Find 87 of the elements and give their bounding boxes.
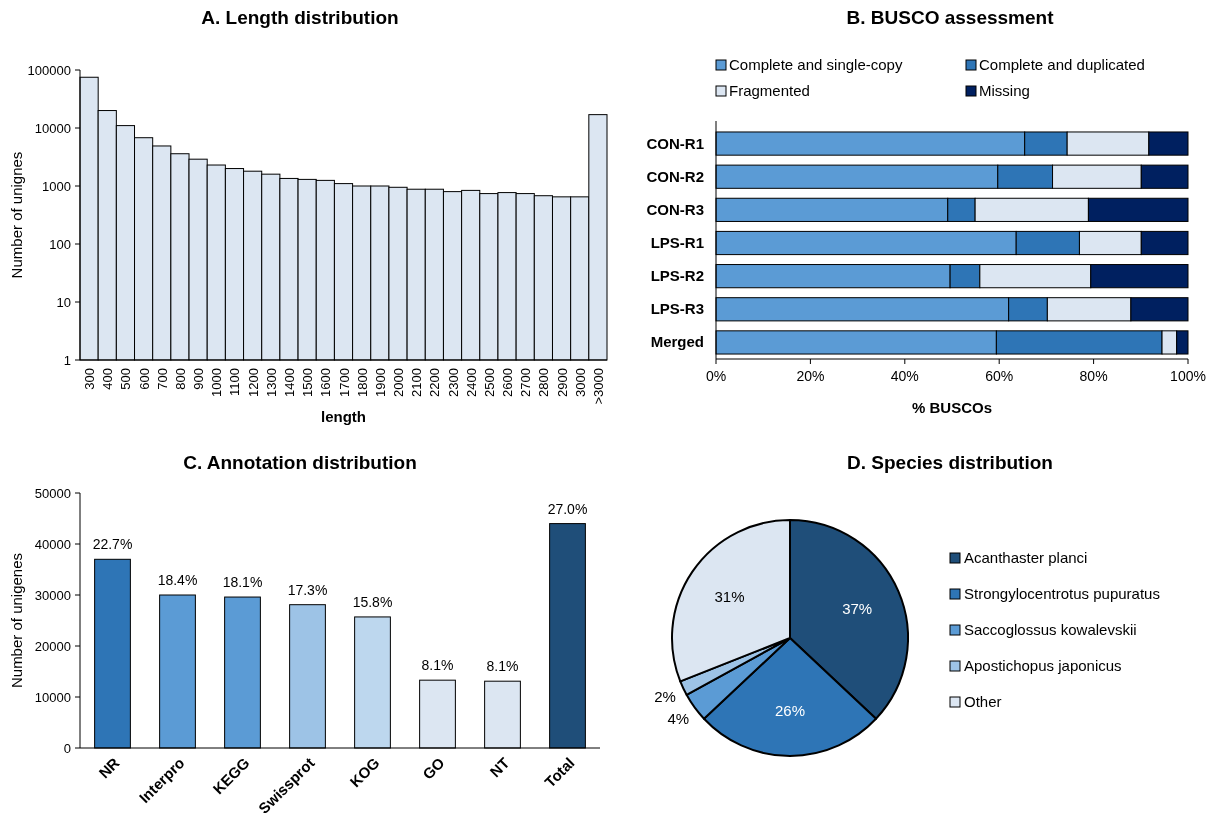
data-label: 37% [842, 599, 873, 617]
y-tick-label: Merged [650, 333, 704, 351]
y-tick-label: 10 [56, 295, 71, 310]
annotation: 15.8% [352, 593, 393, 610]
x-tick-label: 1800 [354, 368, 370, 397]
x-tick-label: 1700 [336, 368, 352, 397]
x-tick-label: 1200 [245, 368, 261, 397]
x-tick-label: 2700 [518, 368, 534, 397]
x-tick-label: 400 [100, 368, 116, 390]
x-tick-label: NT [486, 754, 513, 781]
chart-title: C. Annotation distribution [183, 452, 417, 473]
x-tick-label: 500 [118, 368, 134, 390]
x-tick-label: 20% [796, 368, 825, 384]
x-tick-label: 40% [890, 368, 919, 384]
data-label: 31% [714, 587, 745, 605]
x-tick-label: 1500 [300, 368, 316, 397]
annotation: 18.4% [157, 572, 198, 588]
annotation: 18.1% [222, 574, 263, 591]
x-tick-label: 300 [82, 368, 98, 390]
x-tick-label: 1600 [318, 368, 334, 397]
x-tick-label: 60% [985, 368, 1014, 384]
legend-label: Acanthaster planci [964, 549, 1088, 566]
y-tick-label: 0 [63, 741, 71, 756]
x-tick-label: 1000 [209, 368, 225, 397]
legend-label: Other [964, 693, 1002, 710]
y-tick-label: CON-R2 [646, 167, 704, 185]
x-tick-label: 100% [1170, 368, 1206, 384]
data-label: 2% [654, 687, 676, 705]
x-axis-title: % BUSCOs [911, 399, 993, 416]
x-tick-label: 900 [191, 368, 207, 390]
y-tick-label: LPS-R2 [650, 267, 704, 285]
x-tick-label: 2200 [427, 368, 443, 397]
y-tick-label: 40000 [34, 537, 71, 552]
legend-label: Fragmented [729, 82, 810, 99]
x-tick-label: 2100 [409, 368, 425, 397]
x-tick-label: 2500 [481, 368, 497, 397]
x-tick-label: 2900 [554, 368, 570, 397]
x-tick-label: 2600 [500, 368, 516, 397]
x-tick-label: 3000 [572, 368, 588, 397]
y-axis-title: Number of unigenes [8, 552, 25, 689]
x-tick-label: 2000 [391, 368, 407, 397]
annotation: 22.7% [92, 536, 133, 553]
annotation: 8.1% [486, 658, 519, 675]
x-axis-title: length [321, 408, 366, 425]
x-tick-label: 2400 [463, 368, 479, 397]
x-tick-label: 800 [172, 368, 188, 390]
y-tick-label: 50000 [34, 486, 71, 501]
legend-label: Saccoglossus kowalevskii [964, 621, 1137, 638]
annotation: 17.3% [287, 581, 328, 598]
y-axis-title: Number of unignes [8, 151, 25, 279]
x-tick-label: 700 [154, 368, 170, 390]
x-tick-label: 0% [705, 368, 727, 384]
x-tick-label: 600 [136, 368, 152, 390]
x-tick-label: 1100 [227, 368, 243, 396]
chart-title: B. BUSCO assessment [846, 7, 1055, 28]
x-tick-label: NR [95, 753, 123, 782]
y-tick-label: 100 [49, 237, 71, 252]
x-tick-label: 80% [1079, 368, 1108, 384]
y-tick-label: 20000 [34, 639, 71, 654]
y-tick-label: CON-R1 [646, 134, 704, 152]
legend-label: Complete and duplicated [979, 56, 1145, 73]
y-tick-label: 100000 [27, 63, 71, 78]
x-tick-label: 2300 [445, 368, 461, 397]
chart-title: D. Species distribution [847, 452, 1053, 473]
x-tick-label: GO [419, 753, 448, 783]
y-tick-label: LPS-R1 [650, 234, 704, 251]
legend-label: Missing [979, 82, 1030, 99]
x-tick-label: 2800 [536, 368, 552, 397]
legend-label: Strongylocentrotus pupuratus [964, 585, 1160, 602]
x-tick-label: 1400 [281, 368, 297, 397]
x-tick-label: >3000 [590, 368, 606, 405]
chart-title: A. Length distribution [201, 7, 399, 28]
y-tick-label: 1 [63, 353, 71, 368]
x-tick-label: 1300 [263, 368, 279, 397]
annotation: 8.1% [421, 657, 454, 674]
y-tick-label: 10000 [34, 690, 71, 705]
y-tick-label: CON-R3 [646, 200, 704, 218]
y-tick-label: LPS-R3 [650, 300, 704, 318]
legend-label: Complete and single-copy [729, 56, 903, 73]
y-tick-label: 1000 [42, 179, 71, 194]
y-tick-label: 10000 [34, 121, 71, 136]
x-tick-label: 1900 [372, 368, 388, 397]
y-tick-label: 30000 [34, 588, 71, 603]
data-label: 26% [774, 702, 806, 720]
data-label: 4% [667, 710, 690, 728]
legend-label: Apostichopus japonicus [964, 657, 1122, 674]
annotation: 27.0% [547, 500, 588, 517]
